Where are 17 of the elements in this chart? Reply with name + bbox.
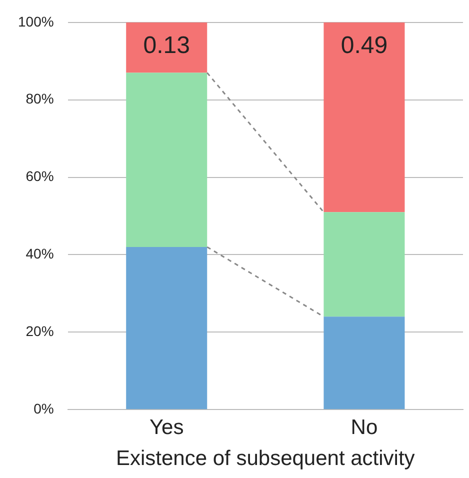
y-tick-label: 0% <box>34 400 54 416</box>
y-tick-label: 60% <box>26 168 54 184</box>
bar <box>126 246 208 410</box>
bar <box>324 316 405 410</box>
x-tick-label: No <box>350 416 378 439</box>
data-label: 0.49 <box>340 32 388 60</box>
y-tick-label: 40% <box>26 246 54 262</box>
bar <box>126 72 208 247</box>
x-tick-label: Yes <box>149 416 184 439</box>
data-label: 0.13 <box>143 32 190 60</box>
bar <box>126 22 208 73</box>
x-axis-title: Existence of subsequent activity <box>116 447 416 470</box>
y-tick-label: 100% <box>18 13 54 30</box>
y-tick-label: 20% <box>26 323 54 340</box>
bar <box>324 212 405 317</box>
y-tick-label: 80% <box>26 90 54 107</box>
bar <box>324 22 405 212</box>
